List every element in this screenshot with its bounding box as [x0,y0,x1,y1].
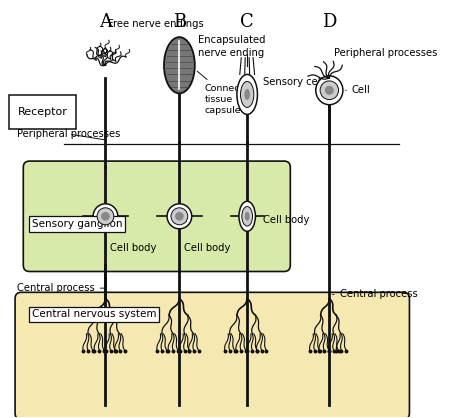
Ellipse shape [239,201,256,231]
Ellipse shape [316,76,343,104]
Text: C: C [240,13,254,31]
Text: Cell body: Cell body [256,215,309,225]
Text: A: A [99,13,112,31]
Text: Cell body: Cell body [109,242,156,252]
Ellipse shape [164,37,195,93]
Text: Cell body: Cell body [184,242,231,252]
Text: Central nervous system: Central nervous system [32,309,156,319]
Ellipse shape [245,212,250,221]
FancyBboxPatch shape [9,95,77,130]
Circle shape [325,86,334,95]
Text: Central process: Central process [333,289,417,299]
Ellipse shape [244,89,250,100]
Ellipse shape [237,74,257,115]
Circle shape [175,212,184,221]
Text: Peripheral processes: Peripheral processes [17,129,121,140]
Text: Encapsulated
nerve ending: Encapsulated nerve ending [198,36,266,58]
Text: D: D [322,13,337,31]
Circle shape [97,208,114,225]
Text: Receptor: Receptor [18,107,68,117]
Text: Free nerve endings: Free nerve endings [108,19,203,28]
FancyBboxPatch shape [23,161,290,272]
Text: Peripheral processes: Peripheral processes [334,48,438,58]
Text: Sensory cell: Sensory cell [263,77,323,87]
Text: Cell: Cell [346,85,371,95]
Ellipse shape [242,206,252,226]
Text: B: B [173,13,186,31]
FancyBboxPatch shape [15,292,410,418]
Circle shape [167,204,192,229]
Text: Central process: Central process [17,283,105,293]
Text: Sensory ganglion: Sensory ganglion [32,219,122,229]
Circle shape [93,204,118,229]
Text: Connective
tissue
capsule: Connective tissue capsule [197,71,258,115]
Ellipse shape [240,82,254,107]
Circle shape [101,212,110,221]
Circle shape [171,208,188,225]
Circle shape [320,81,338,99]
